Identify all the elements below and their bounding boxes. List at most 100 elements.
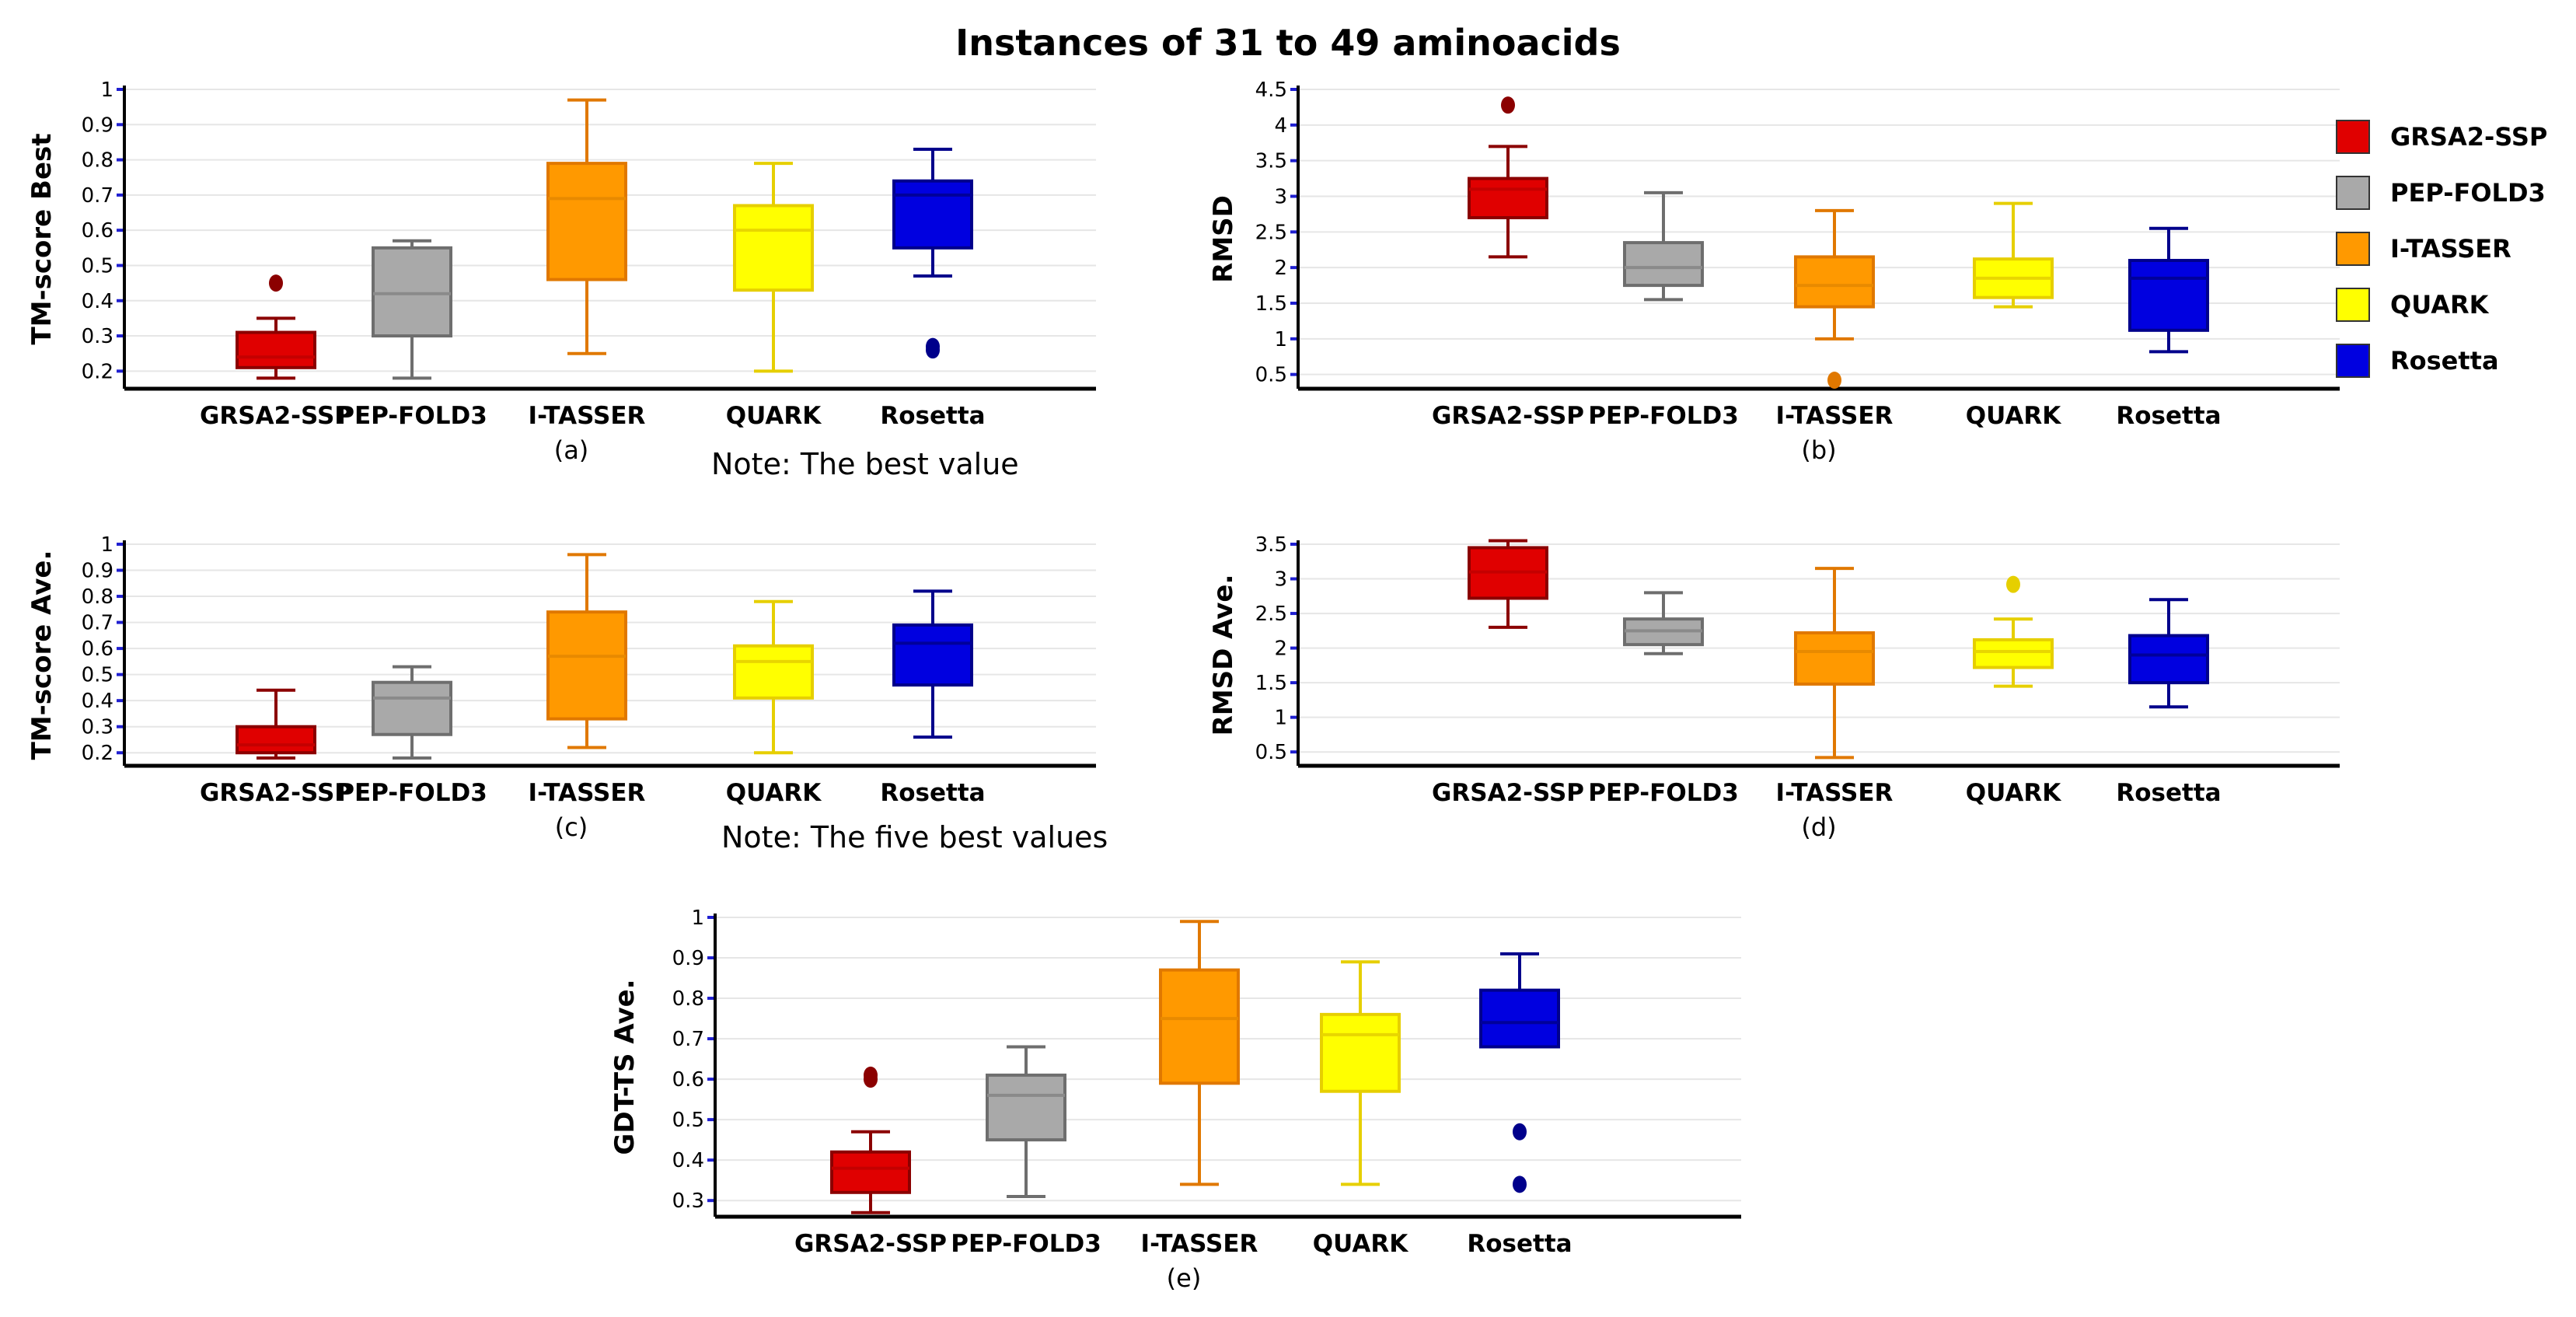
box-rosetta: [2128, 598, 2209, 709]
panel-subtitle: (e): [1167, 1263, 1202, 1291]
box-rosetta: [892, 589, 973, 739]
y-tick-label: 0.3: [82, 325, 113, 348]
legend-swatch: [2336, 288, 2370, 322]
outlier-point: [269, 274, 283, 292]
y-tick-label: 0.6: [672, 1068, 704, 1092]
box-iqr: [892, 179, 973, 250]
y-tick-label: 0.5: [1255, 364, 1287, 387]
legend-label: PEP-FOLD3: [2390, 178, 2546, 208]
y-tick-label: 3.5: [1255, 150, 1287, 173]
y-axis-label: RMSD Ave.: [1208, 575, 1239, 736]
y-tick-label: 1: [1274, 707, 1287, 730]
y-tick-label: 0.6: [82, 219, 113, 243]
outlier-point: [1513, 1123, 1527, 1141]
box-i-tasser: [546, 553, 627, 749]
y-tick-label: 1.5: [1255, 672, 1287, 695]
x-tick-label: QUARK: [1966, 779, 2061, 807]
box-iqr: [1973, 638, 2054, 669]
x-tick-label: GRSA2-SSP: [794, 1230, 947, 1258]
y-tick-label: 0.9: [82, 560, 113, 583]
x-tick-label: GRSA2-SSP: [1432, 402, 1584, 430]
y-tick-label: 0.4: [82, 290, 113, 313]
box-grsa2-ssp: [236, 688, 316, 760]
x-tick-label: Rosetta: [1467, 1230, 1572, 1258]
legend-label: Rosetta: [2390, 346, 2499, 376]
x-tick-label: I-TASSER: [1776, 779, 1894, 807]
legend-item: I-TASSER: [2336, 221, 2547, 277]
x-tick-label: QUARK: [1313, 1230, 1408, 1258]
y-tick-label: 0.7: [672, 1028, 704, 1051]
y-tick-label: 0.3: [672, 1189, 704, 1213]
x-tick-label: PEP-FOLD3: [951, 1230, 1101, 1258]
outlier-point: [1827, 372, 1841, 389]
y-tick-label: 4: [1274, 114, 1287, 138]
panel-c: 0.2 0.3 0.4 0.5 0.6 0.7 0.8 0.9 1 TM-score Ave. GR…: [16, 529, 1119, 855]
panel-b: 0.5 1 1.5 2 2.5 3 3.5 4 4.5 RMSD GRSA2-SSP PEP-FOLD…: [1197, 74, 2347, 478]
y-tick-label: 1: [691, 907, 704, 930]
y-tick-label: 2: [1274, 638, 1287, 661]
x-tick-label: GRSA2-SSP: [200, 402, 352, 430]
y-tick-label: 0.7: [82, 612, 113, 635]
y-axis-label: GDT-TS Ave.: [609, 979, 641, 1155]
y-tick-label: 1: [1274, 328, 1287, 351]
y-tick-label: 0.8: [82, 149, 113, 173]
box-iqr: [546, 610, 627, 721]
panel-subtitle: (c): [555, 812, 588, 842]
x-tick-label: Rosetta: [2116, 402, 2221, 430]
x-tick-label: GRSA2-SSP: [200, 779, 352, 807]
panel-d: 0.5 1 1.5 2 2.5 3 3.5 RMSD Ave. GRSA2-SSP PEP-FOL…: [1197, 529, 2347, 855]
legend-label: QUARK: [2390, 290, 2489, 320]
box-pep-fold3: [1623, 591, 1704, 655]
y-tick-label: 0.7: [82, 184, 113, 208]
x-tick-label: Rosetta: [880, 779, 985, 807]
box-i-tasser: [1794, 208, 1875, 389]
y-tick-label: 1.5: [1255, 292, 1287, 316]
legend-item: GRSA2-SSP: [2336, 109, 2547, 165]
box-iqr: [733, 204, 814, 292]
box-quark: [1320, 960, 1401, 1186]
y-tick-label: 0.4: [82, 690, 113, 713]
panel-a: 0.2 0.3 0.4 0.5 0.6 0.7 0.8 0.9 1 TM-score Best GR…: [16, 74, 1119, 478]
chart-d: 0.5 1 1.5 2 2.5 3 3.5 RMSD Ave. GRSA2-SSP PEP-FOL…: [1208, 533, 2340, 842]
y-tick-label: 3: [1274, 186, 1287, 209]
x-tick-label: QUARK: [726, 779, 822, 807]
box-iqr: [2128, 259, 2209, 332]
box-iqr: [372, 680, 452, 736]
box-pep-fold3: [986, 1045, 1066, 1198]
outlier-point: [1501, 96, 1515, 114]
y-tick-label: 0.3: [82, 716, 113, 739]
chart-c: 0.2 0.3 0.4 0.5 0.6 0.7 0.80.9 1 TM-score Ave. GR…: [26, 533, 1096, 842]
box-grsa2-ssp: [1468, 96, 1548, 259]
y-tick-label: 3.5: [1255, 533, 1287, 557]
y-tick-label: 0.8: [672, 987, 704, 1011]
box-rosetta: [1479, 952, 1560, 1193]
y-tick-label: 3: [1274, 568, 1287, 592]
box-iqr: [236, 330, 316, 369]
y-tick-label: 0.8: [82, 585, 113, 609]
panel-subtitle: (a): [554, 435, 589, 465]
x-tick-label: Rosetta: [2116, 779, 2221, 807]
x-tick-label: GRSA2-SSP: [1432, 779, 1584, 807]
x-tick-label: I-TASSER: [529, 779, 646, 807]
panel-e: 0.3 0.4 0.5 0.6 0.7 0.8 0.9 1 GDT-TS Ave. GRSA2-S…: [591, 902, 1741, 1293]
box-iqr: [1794, 255, 1875, 309]
legend-swatch: [2336, 120, 2370, 154]
box-iqr: [830, 1150, 911, 1194]
legend-swatch: [2336, 176, 2370, 210]
chart-b: 0.5 1 1.5 2 2.5 3 3.5 4 4.5 RMSD GRSA2-SSP PEP-FOLD…: [1208, 79, 2340, 465]
legend-label: GRSA2-SSP: [2390, 122, 2548, 152]
y-axis-label: RMSD: [1208, 195, 1239, 283]
chart-e: 0.3 0.4 0.5 0.6 0.7 0.8 0.9 1 GDT-TS Ave. GRSA2-S…: [609, 907, 1741, 1293]
y-tick-label: 0.2: [82, 742, 113, 765]
y-tick-label: 2: [1274, 257, 1287, 280]
box-iqr: [2128, 634, 2209, 685]
x-tick-label: QUARK: [726, 402, 822, 430]
box-iqr: [1159, 968, 1240, 1085]
box-grsa2-ssp: [1468, 539, 1548, 629]
legend-swatch: [2336, 232, 2370, 266]
y-tick-label: 2.5: [1255, 221, 1287, 244]
outlier-point: [926, 337, 940, 355]
box-iqr: [236, 725, 316, 755]
legend-item: PEP-FOLD3: [2336, 165, 2547, 221]
x-tick-label: PEP-FOLD3: [1588, 779, 1739, 807]
